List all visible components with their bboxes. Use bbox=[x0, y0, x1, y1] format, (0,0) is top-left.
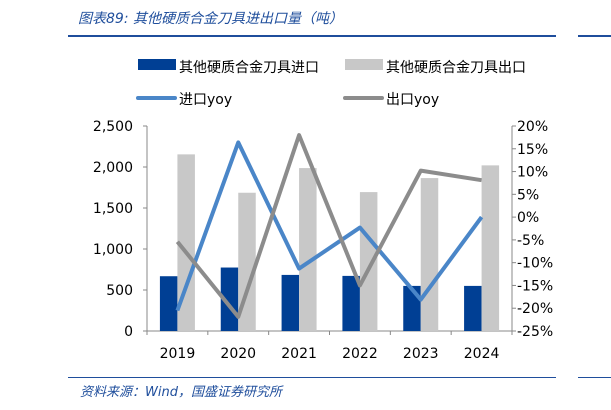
left-tick-label: 2,000 bbox=[93, 160, 133, 176]
x-tick-label: 2020 bbox=[220, 346, 256, 362]
legend-label: 其他硬质合金刀具出口 bbox=[386, 60, 526, 76]
import-bar bbox=[464, 285, 482, 331]
export-bar bbox=[238, 192, 256, 331]
right-tick-label: 10% bbox=[517, 165, 548, 181]
right-tick-label: -5% bbox=[517, 233, 544, 249]
export-bar bbox=[299, 168, 317, 331]
left-tick-label: 1,000 bbox=[93, 242, 133, 258]
left-tick-label: 0 bbox=[124, 324, 133, 340]
x-tick-label: 2024 bbox=[464, 346, 500, 362]
source-note: 资料来源：Wind，国盛证券研究所 bbox=[80, 385, 282, 400]
right-tick-label: -20% bbox=[517, 301, 553, 317]
title-divider-right bbox=[578, 35, 611, 37]
export-bar bbox=[481, 165, 500, 331]
title-divider bbox=[68, 35, 556, 37]
import-bar bbox=[342, 275, 360, 331]
source-divider-right bbox=[578, 377, 611, 378]
left-tick-label: 2,500 bbox=[93, 119, 133, 135]
right-tick-label: 0% bbox=[517, 210, 539, 226]
import-bar bbox=[281, 274, 300, 331]
chart-title: 图表89: 其他硬质合金刀具进出口量（吨） bbox=[78, 11, 343, 27]
right-tick-label: -25% bbox=[517, 324, 553, 340]
export-bar bbox=[359, 192, 378, 331]
import-bar bbox=[159, 276, 178, 331]
x-tick-label: 2021 bbox=[281, 346, 317, 362]
left-tick-label: 1,500 bbox=[93, 201, 133, 217]
import-bar bbox=[403, 285, 421, 331]
right-tick-label: 20% bbox=[517, 119, 548, 135]
right-tick-label: -15% bbox=[517, 278, 553, 294]
export-bar bbox=[420, 178, 439, 331]
x-tick-label: 2022 bbox=[342, 346, 378, 362]
left-tick-label: 500 bbox=[106, 283, 133, 299]
export-bar bbox=[177, 154, 195, 331]
export-yoy-line bbox=[175, 133, 482, 319]
legend-label: 其他硬质合金刀具进口 bbox=[179, 60, 319, 76]
legend-swatch-0 bbox=[138, 59, 176, 70]
legend-swatch-1 bbox=[345, 59, 383, 70]
right-tick-label: 5% bbox=[517, 187, 539, 203]
legend-label: 进口yoy bbox=[179, 92, 232, 108]
x-tick-label: 2019 bbox=[160, 346, 196, 362]
right-tick-label: 15% bbox=[517, 142, 548, 158]
import-yoy-line bbox=[175, 140, 484, 312]
import-bar bbox=[220, 267, 239, 331]
source-divider bbox=[68, 377, 556, 378]
x-tick-label: 2023 bbox=[403, 346, 439, 362]
right-tick-label: -10% bbox=[517, 256, 553, 272]
legend-label: 出口yoy bbox=[386, 92, 439, 108]
